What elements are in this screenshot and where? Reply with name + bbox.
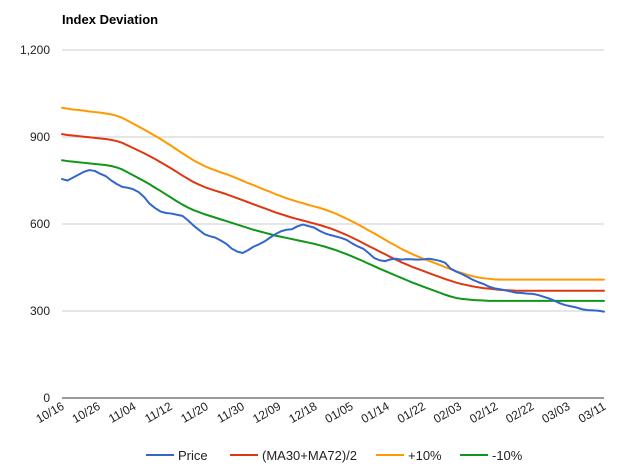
x-tick-label: 10/16 — [33, 399, 66, 426]
chart-title: Index Deviation — [62, 12, 158, 27]
x-tick-label: 12/18 — [286, 399, 319, 426]
x-tick-label: 01/14 — [359, 399, 392, 426]
x-tick-label: 01/22 — [395, 399, 428, 426]
x-tick-label: 03/03 — [539, 399, 572, 426]
series-line-10 — [61, 159, 605, 302]
gridlines — [62, 49, 604, 399]
y-tick-label: 900 — [30, 130, 50, 144]
y-tick-label: 300 — [30, 304, 50, 318]
legend-label: (MA30+MA72)/2 — [262, 448, 357, 463]
x-tick-label: 02/12 — [467, 399, 500, 426]
series-line-price — [61, 169, 605, 313]
x-tick-label: 01/05 — [323, 399, 356, 426]
x-tick-label: 03/11 — [576, 399, 609, 426]
legend-label: Price — [178, 448, 208, 463]
series-line-10 — [61, 106, 605, 281]
x-tick-label: 10/26 — [70, 399, 103, 426]
y-axis-ticks: 0 300 600 900 1,200 — [20, 43, 50, 405]
x-tick-label: 11/20 — [178, 399, 211, 426]
y-tick-label: 600 — [30, 217, 50, 231]
x-tick-label: 11/04 — [106, 399, 139, 426]
legend: Price (MA30+MA72)/2 +10% -10% — [146, 448, 523, 463]
x-tick-label: 12/09 — [250, 399, 283, 426]
legend-label: +10% — [408, 448, 442, 463]
x-tick-label: 02/22 — [503, 399, 536, 426]
x-axis-ticks: 10/16 10/26 11/04 11/12 11/20 11/30 12/09 12/18… — [33, 399, 608, 426]
x-tick-label: 11/30 — [215, 399, 248, 426]
series-lines — [61, 106, 605, 313]
legend-label: -10% — [492, 448, 523, 463]
series-line-ma30-ma72-2 — [61, 133, 605, 292]
x-tick-label: 02/03 — [431, 399, 464, 426]
y-tick-label: 0 — [43, 391, 50, 405]
x-tick-label: 11/12 — [142, 399, 175, 426]
y-tick-label: 1,200 — [20, 43, 50, 57]
